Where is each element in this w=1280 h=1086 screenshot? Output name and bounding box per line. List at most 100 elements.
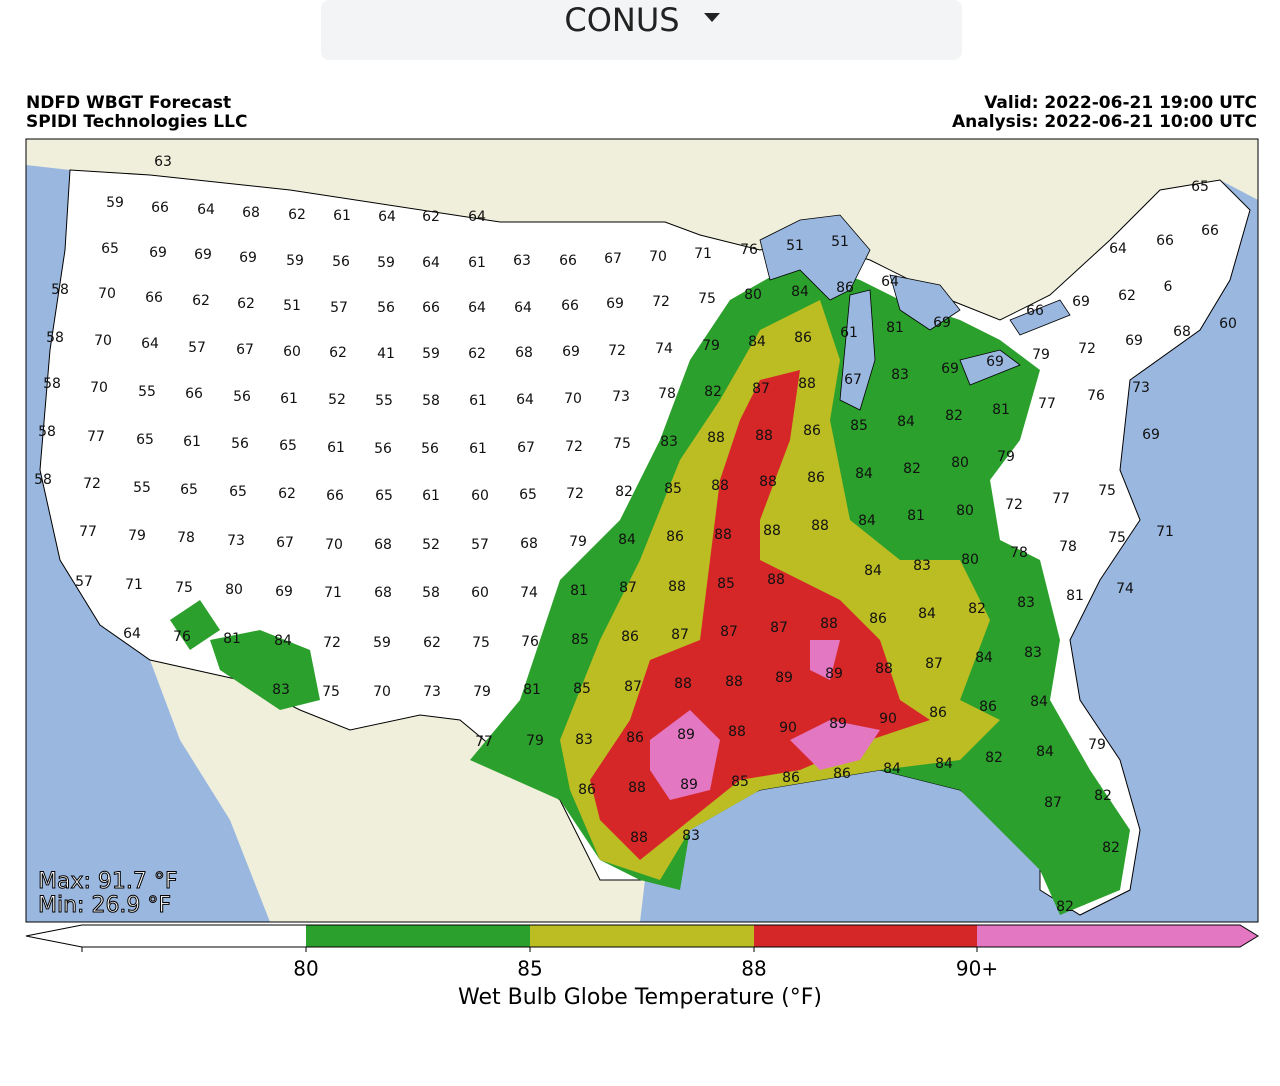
station-value: 69 (149, 245, 167, 261)
station-value: 79 (128, 528, 146, 544)
station-value: 62 (468, 346, 486, 362)
dropdown[interactable] (321, 0, 962, 60)
station-value: 86 (833, 766, 851, 782)
station-value: 67 (604, 251, 622, 267)
station-value: 80 (744, 287, 762, 303)
station-value: 85 (731, 774, 749, 790)
station-value: 88 (714, 527, 732, 543)
station-value: 61 (422, 488, 440, 504)
station-value: 86 (626, 730, 644, 746)
station-value: 65 (101, 241, 119, 257)
station-value: 81 (886, 320, 904, 336)
station-value: 88 (820, 616, 838, 632)
station-value: 66 (1026, 303, 1044, 319)
station-value: 85 (571, 632, 589, 648)
station-value: 86 (979, 699, 997, 715)
station-value: 88 (725, 674, 743, 690)
station-value: 61 (280, 391, 298, 407)
station-value: 63 (154, 154, 172, 170)
station-value: 75 (613, 436, 631, 452)
station-value: 64 (881, 274, 899, 290)
station-value: 60 (1219, 316, 1237, 332)
station-value: 61 (327, 440, 345, 456)
station-value: 87 (925, 656, 943, 672)
station-value: 60 (471, 585, 489, 601)
station-value: 74 (1116, 581, 1134, 597)
colorbar-tick-label: 85 (517, 957, 542, 981)
station-value: 68 (515, 345, 533, 361)
caret[interactable] (704, 13, 720, 22)
station-value: 66 (422, 300, 440, 316)
station-value: 89 (775, 670, 793, 686)
station-value: 82 (1094, 788, 1112, 804)
station-value: 88 (630, 830, 648, 846)
station-value: 86 (869, 611, 887, 627)
station-value: 70 (90, 380, 108, 396)
station-value: 61 (469, 393, 487, 409)
station-value: 75 (1108, 530, 1126, 546)
colorbar-outline (25, 924, 1259, 948)
station-value: 88 (707, 430, 725, 446)
station-value: 58 (43, 376, 61, 392)
station-value: 87 (619, 580, 637, 596)
station-value: 78 (658, 386, 676, 402)
station-value: 84 (791, 284, 809, 300)
great-lakes (759, 214, 1071, 411)
station-value: 66 (326, 488, 344, 504)
station-value: 61 (183, 434, 201, 450)
station-value: 81 (1066, 588, 1084, 604)
station-value: 68 (374, 537, 392, 553)
station-value: 55 (375, 393, 393, 409)
station-value: 78 (1059, 539, 1077, 555)
station-value: 74 (655, 341, 673, 357)
station-value: 86 (578, 782, 596, 798)
station-value: 83 (1024, 645, 1042, 661)
station-value: 82 (1102, 840, 1120, 856)
station-value: 65 (279, 438, 297, 454)
station-value: 65 (375, 488, 393, 504)
station-value: 82 (968, 601, 986, 617)
region-90 (650, 640, 880, 800)
colorbar-title: Wet Bulb Globe Temperature (°F) (458, 985, 822, 1010)
station-value: 71 (324, 585, 342, 601)
station-value: 88 (628, 780, 646, 796)
station-value: 84 (897, 414, 915, 430)
station-value: 87 (1044, 795, 1062, 811)
station-value: 64 (468, 209, 486, 225)
station-value: 68 (520, 536, 538, 552)
station-value: 55 (133, 480, 151, 496)
station-value: 88 (875, 661, 893, 677)
station-value: 86 (803, 423, 821, 439)
station-value: 65 (519, 487, 537, 503)
station-value: 56 (231, 436, 249, 452)
station-value: 56 (332, 254, 350, 270)
station-value: 73 (227, 533, 245, 549)
station-value: 68 (242, 205, 260, 221)
station-value: 60 (471, 488, 489, 504)
station-value: 58 (38, 424, 56, 440)
station-value: 71 (1156, 524, 1174, 540)
station-value: 75 (175, 580, 193, 596)
station-value: 59 (377, 255, 395, 271)
station-value: 84 (918, 606, 936, 622)
station-value: 86 (621, 629, 639, 645)
station-value: 57 (330, 300, 348, 316)
station-value: 85 (850, 418, 868, 434)
station-value: 69 (986, 354, 1004, 370)
station-value: 64 (514, 300, 532, 316)
station-value: 58 (422, 393, 440, 409)
station-value: 69 (239, 250, 257, 266)
station-value: 84 (1030, 694, 1048, 710)
station-value: 83 (891, 367, 909, 383)
station-value: 57 (471, 537, 489, 553)
station-value: 64 (197, 202, 215, 218)
station-value: 89 (680, 777, 698, 793)
station-value: 75 (698, 291, 716, 307)
station-value: 66 (145, 290, 163, 306)
station-value: 62 (278, 486, 296, 502)
station-value: 64 (141, 336, 159, 352)
station-value: 67 (236, 342, 254, 358)
dropdown-label[interactable]: CONUS (564, 1, 679, 39)
